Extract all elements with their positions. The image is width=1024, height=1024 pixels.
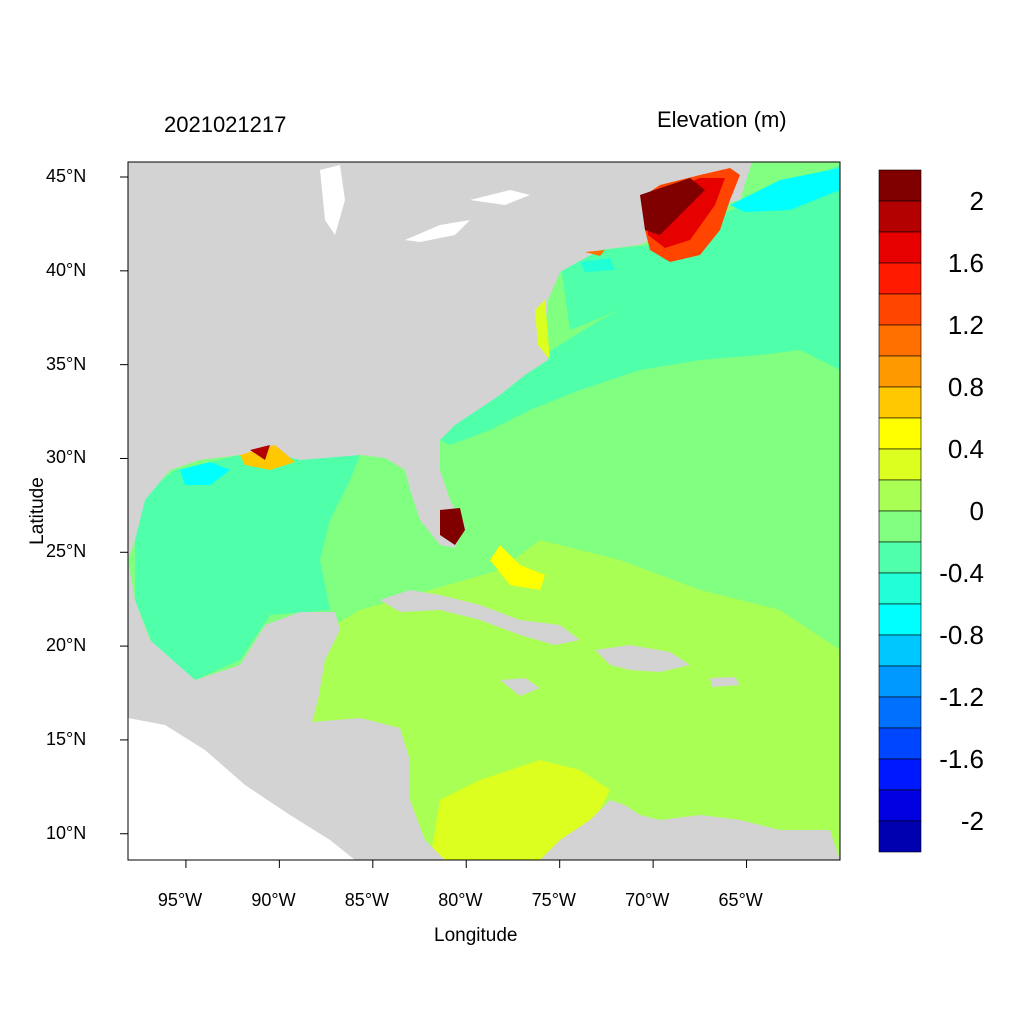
colorbar: [878, 169, 922, 853]
y-tick-label: 10°N: [46, 822, 87, 843]
y-tick-label: 35°N: [46, 353, 87, 374]
colorbar-swatch: [878, 634, 922, 667]
colorbar-swatch: [878, 727, 922, 760]
louisiana-surge-core: [250, 445, 270, 460]
colorbar-label: 0.8: [947, 372, 984, 402]
colorbar-label: 1.6: [947, 248, 984, 278]
plot-title-variable: Elevation (m): [657, 107, 787, 132]
colombia-basin-region: [430, 760, 610, 860]
south-america-land: [540, 800, 840, 860]
long-island-surge: [585, 250, 605, 256]
x-tick-label: 90°W: [251, 890, 296, 910]
y-tick-label: 25°N: [46, 541, 87, 562]
x-axis-label: Longitude: [434, 925, 518, 946]
plot-title-timestamp: 2021021217: [164, 112, 287, 137]
y-tick-label: 45°N: [46, 166, 87, 186]
plot-frame: [127, 161, 841, 861]
new-england-surge-core: [640, 178, 705, 235]
bahamas-high-region: [490, 545, 545, 590]
louisiana-negative: [180, 462, 230, 485]
y-axis-label: Latitude: [27, 477, 48, 545]
south-florida-surge: [440, 508, 465, 545]
colorbar-swatch: [878, 200, 922, 233]
colorbar-swatch: [878, 169, 922, 202]
x-tick-label: 95°W: [157, 890, 203, 910]
north-america-land: [128, 162, 752, 560]
lake-erie: [405, 220, 470, 242]
x-tick-label: 70°W: [625, 890, 670, 910]
gulf-maine-negative: [730, 168, 840, 212]
colorbar-label: 0.4: [947, 434, 984, 464]
x-axis: [185, 860, 748, 868]
colorbar-label: 0: [969, 496, 984, 526]
colorbar-swatch: [878, 355, 922, 388]
colorbar-swatch: [878, 510, 922, 543]
x-tick-label: 85°W: [344, 890, 390, 910]
colorbar-label: -1.2: [939, 682, 984, 712]
y-tick-label: 30°N: [46, 447, 87, 468]
colorbar-label: -0.8: [939, 620, 984, 650]
colorbar-swatch: [878, 541, 922, 574]
colorbar-swatch: [878, 820, 922, 853]
y-tick-label: 20°N: [46, 635, 87, 656]
caribbean-positive-region: [310, 540, 840, 860]
y-axis: [120, 176, 128, 835]
jamaica-land: [500, 678, 540, 696]
chesapeake-region: [535, 300, 550, 360]
lake-michigan: [320, 165, 345, 235]
x-tick-label: 80°W: [438, 890, 483, 910]
y-tick-label: 15°N: [46, 728, 87, 749]
colorbar-label: -1.6: [939, 744, 984, 774]
lake-ontario: [470, 190, 530, 205]
y-tick-label: 40°N: [46, 259, 87, 280]
puerto-rico-land: [710, 677, 740, 687]
colorbar-swatch: [878, 448, 922, 481]
colorbar-swatch: [878, 758, 922, 791]
x-tick-label: 65°W: [718, 890, 763, 910]
atlantic-negative-region: [440, 270, 840, 445]
colorbar-swatch: [878, 572, 922, 605]
colorbar-swatch: [878, 231, 922, 264]
colorbar-swatch: [878, 386, 922, 419]
colorbar-label: 2: [969, 186, 984, 216]
colorbar-swatch: [878, 789, 922, 822]
colorbar-label: 1.2: [947, 310, 984, 340]
colorbar-label: -2: [960, 806, 984, 836]
x-tick-label: 75°W: [531, 890, 576, 910]
long-island-sound-negative: [580, 258, 615, 272]
gulf-of-mexico-region: [135, 455, 360, 680]
hispaniola-land: [595, 645, 690, 672]
colorbar-label: -0.4: [939, 558, 984, 588]
colorbar-swatch: [878, 324, 922, 357]
colorbar-swatch: [878, 293, 922, 326]
cuba-land: [380, 590, 580, 645]
pacific-outside-domain: [128, 718, 355, 860]
colorbar-swatch: [878, 262, 922, 295]
